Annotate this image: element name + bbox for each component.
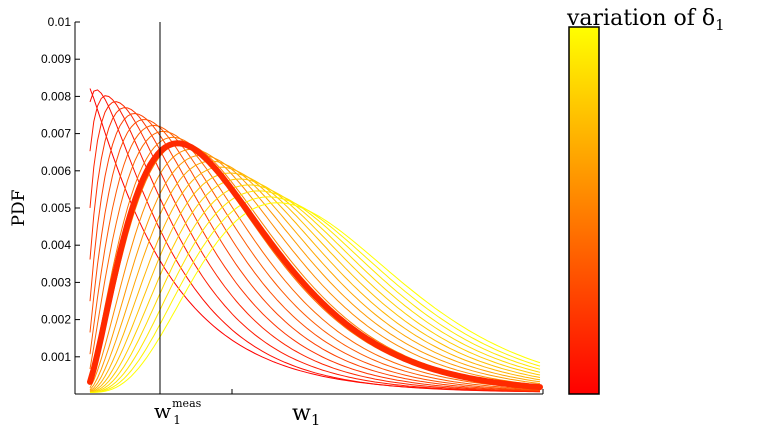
density-curve: [89, 160, 541, 392]
y-ticks: 0.001 0.002 0.003 0.004 0.005 0.006 0.007 0.008…: [41, 15, 80, 364]
density-curve: [89, 166, 541, 393]
y-tick-label: 0.001: [41, 350, 71, 364]
y-tick-label: 0.004: [41, 238, 71, 252]
x-ticks: [159, 389, 544, 394]
y-axis-label: PDF: [9, 189, 29, 226]
x-axis-label: w1: [292, 401, 320, 429]
y-tick-label: 0.01: [48, 15, 72, 29]
density-curve: [89, 202, 541, 393]
density-curve: [89, 196, 541, 393]
density-curve: [89, 107, 541, 392]
highlight-curve: [87, 140, 543, 391]
y-tick-label: 0.005: [41, 201, 71, 215]
y-tick-label: 0.009: [41, 52, 71, 66]
density-curve: [89, 148, 541, 389]
measured-marker-label: wmeas 1: [154, 397, 202, 427]
density-curve: [89, 112, 541, 392]
y-tick-label: 0.002: [41, 313, 71, 327]
y-tick-label: 0.006: [41, 164, 71, 178]
y-tick-label: 0.007: [41, 127, 71, 141]
density-curve: [89, 119, 541, 391]
density-curve: [89, 190, 541, 393]
density-curve: [89, 184, 541, 393]
density-curve: [89, 101, 540, 392]
density-curves: [89, 88, 541, 393]
density-curve: [89, 88, 540, 392]
density-curve: [89, 124, 541, 390]
colorbar: [568, 26, 600, 395]
density-curve: [89, 95, 541, 393]
density-curve: [89, 131, 541, 390]
density-curve: [89, 154, 541, 391]
density-curve: [89, 172, 541, 393]
highlight-curve-group: [87, 140, 543, 391]
y-tick-label: 0.008: [41, 89, 71, 103]
density-curve: [89, 178, 541, 393]
y-tick-label: 0.003: [41, 275, 71, 289]
